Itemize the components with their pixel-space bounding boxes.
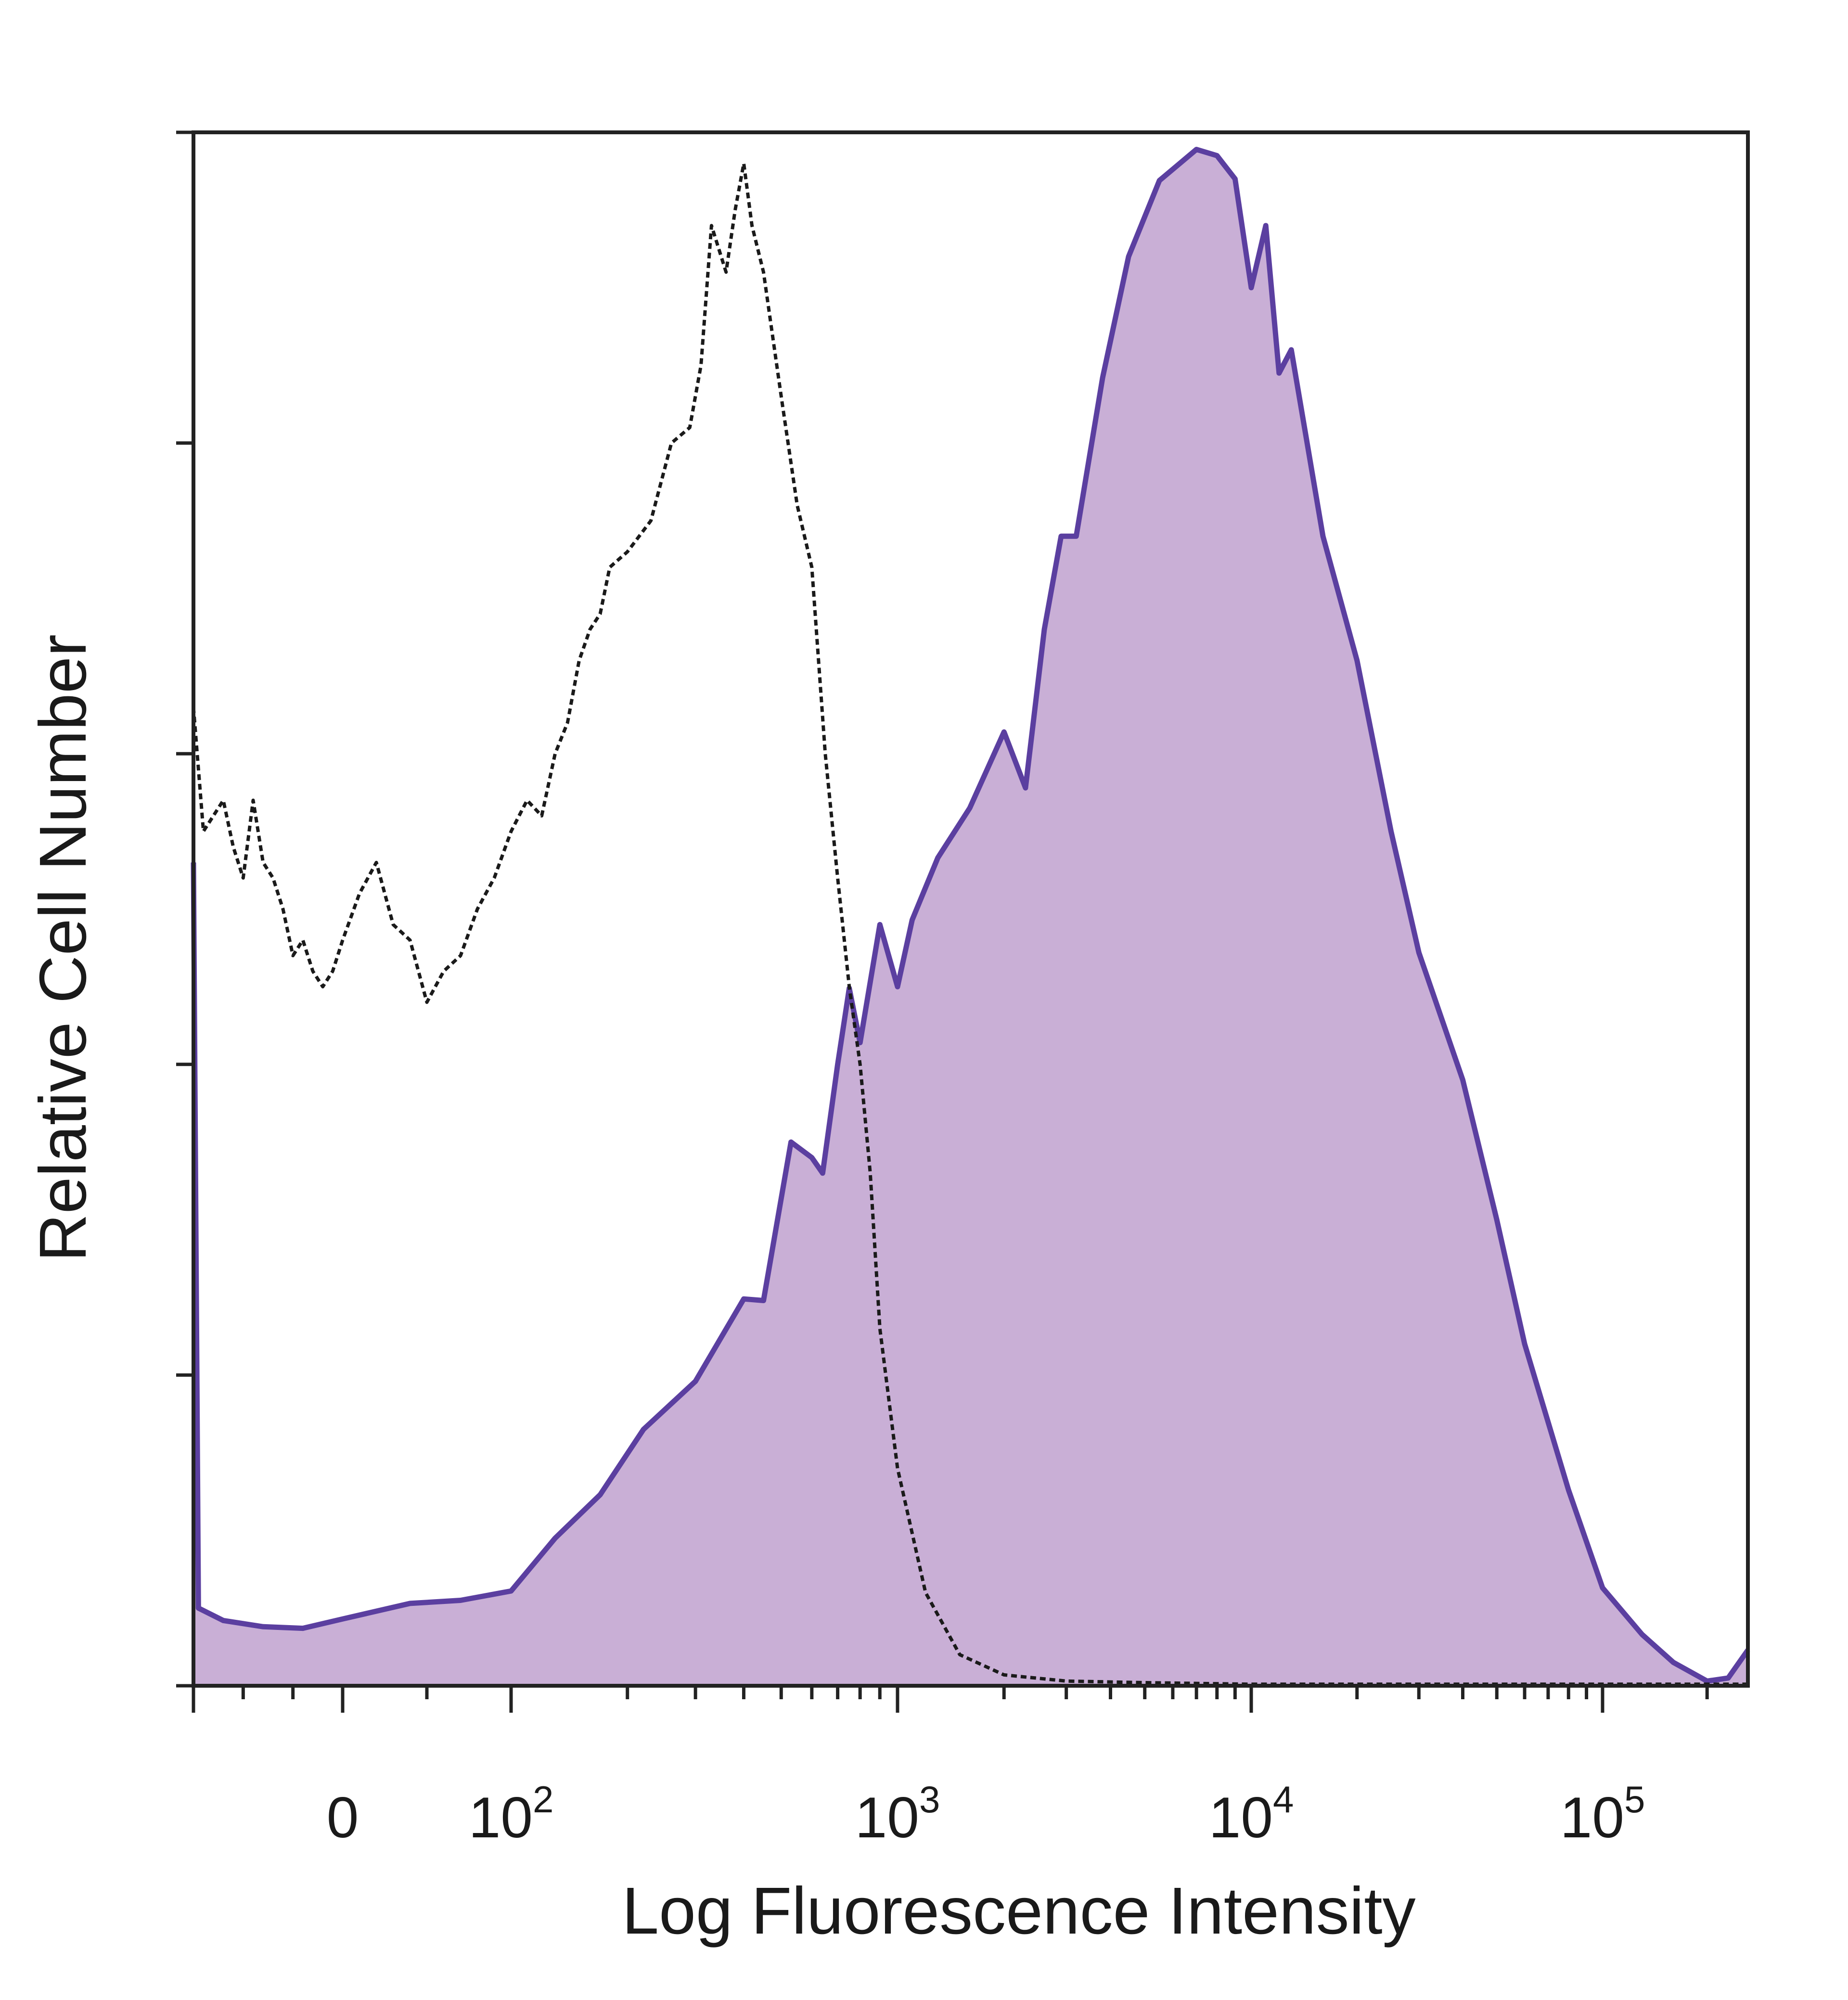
control-histogram-line (192, 162, 1748, 1686)
x-axis-title: Log Fluorescence Intensity (622, 1874, 1415, 1948)
x-tick-label: 104 (1209, 1778, 1294, 1850)
x-tick-label: 0 (327, 1785, 359, 1850)
stained-histogram-line (191, 147, 1750, 1684)
x-tick-label: 105 (1560, 1778, 1645, 1850)
series-layer (191, 147, 1750, 1686)
x-tick-label: 103 (855, 1778, 940, 1850)
stained-histogram-fill (193, 149, 1748, 1686)
y-axis-ticks (176, 130, 193, 1688)
x-axis-tick-labels: 0 102 103 104 105 (327, 1778, 1645, 1850)
x-tick-label: 102 (469, 1778, 554, 1850)
plot-frame (192, 130, 1750, 1688)
y-axis-title: Relative Cell Number (26, 634, 100, 1262)
x-axis-ticks (192, 1686, 1709, 1713)
